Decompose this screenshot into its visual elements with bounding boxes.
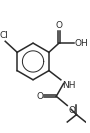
Text: NH: NH (62, 81, 75, 90)
Text: OH: OH (75, 39, 88, 48)
Text: Cl: Cl (0, 31, 9, 40)
Text: O: O (56, 21, 63, 30)
Text: O: O (36, 92, 43, 101)
Text: O: O (68, 106, 75, 115)
